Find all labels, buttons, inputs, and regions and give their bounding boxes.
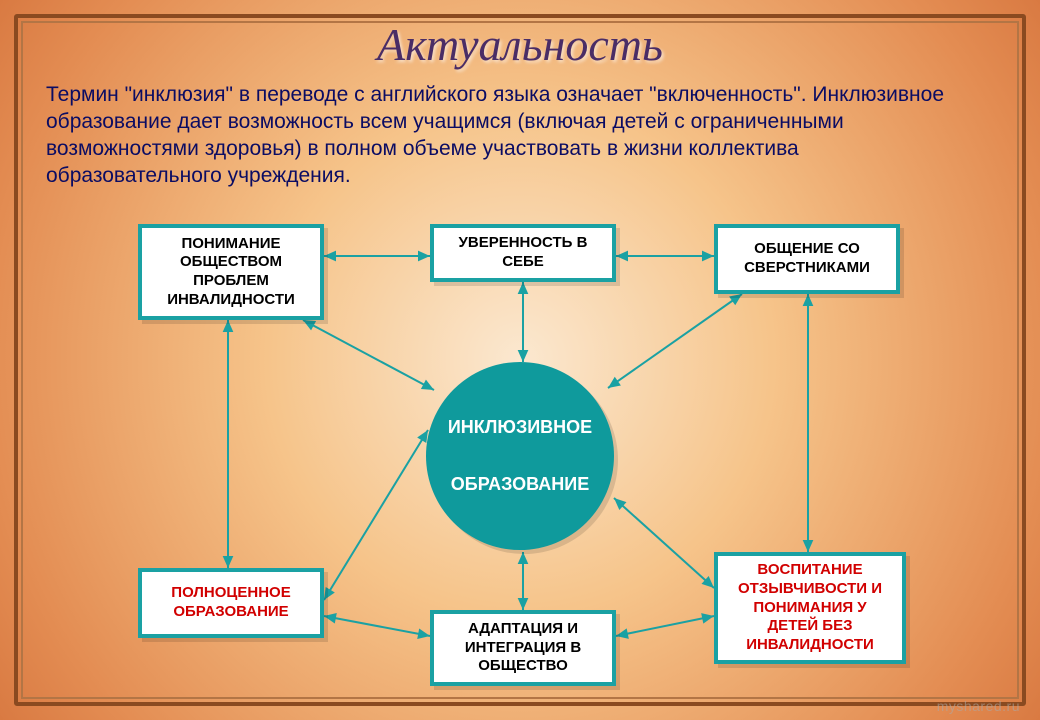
page-title: Актуальность: [0, 18, 1040, 71]
node-bottom-left: ПОЛНОЦЕННОЕ ОБРАЗОВАНИЕ: [138, 568, 324, 638]
intro-paragraph: Термин "инклюзия" в переводе с английско…: [46, 82, 960, 190]
watermark: myshared.ru: [937, 698, 1020, 714]
center-node-label: ИНКЛЮЗИВНОЕ ОБРАЗОВАНИЕ: [448, 413, 592, 499]
node-top-mid: УВЕРЕННОСТЬ В СЕБЕ: [430, 224, 616, 282]
inclusion-diagram: ИНКЛЮЗИВНОЕ ОБРАЗОВАНИЕ ПОНИМАНИЕ ОБЩЕСТ…: [118, 208, 922, 692]
center-node: ИНКЛЮЗИВНОЕ ОБРАЗОВАНИЕ: [426, 362, 614, 550]
center-label-1: ИНКЛЮЗИВНОЕ: [448, 417, 592, 437]
node-bottom-mid: АДАПТАЦИЯ И ИНТЕГРАЦИЯ В ОБЩЕСТВО: [430, 610, 616, 686]
center-label-2: ОБРАЗОВАНИЕ: [451, 474, 589, 494]
node-bottom-right: ВОСПИТАНИЕ ОТЗЫВЧИВОСТИ И ПОНИМАНИЯ У ДЕ…: [714, 552, 906, 664]
node-top-left: ПОНИМАНИЕ ОБЩЕСТВОМ ПРОБЛЕМ ИНВАЛИДНОСТИ: [138, 224, 324, 320]
node-top-right: ОБЩЕНИЕ СО СВЕРСТНИКАМИ: [714, 224, 900, 294]
